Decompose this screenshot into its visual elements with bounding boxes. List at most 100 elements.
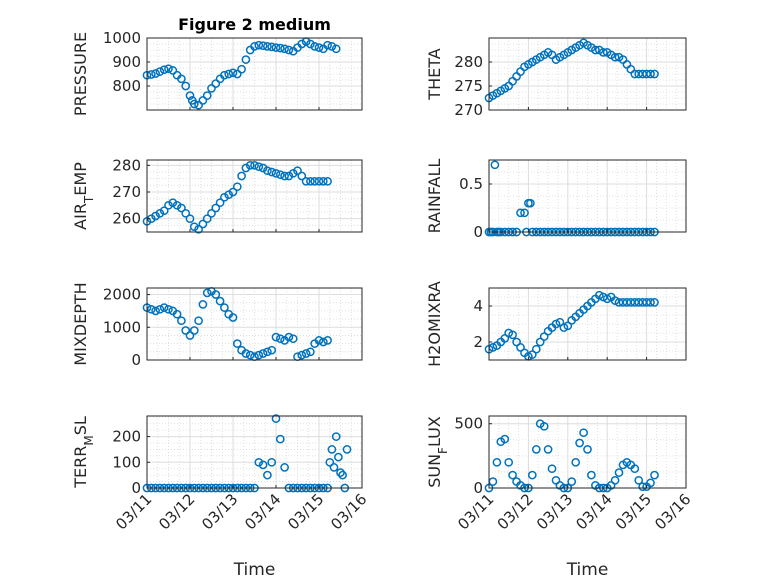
data-point [579,428,588,438]
data-point [172,200,182,210]
y-axis-label: TERRMSL [71,416,96,489]
data-point [306,347,315,357]
data-point [646,478,655,488]
data-point [263,470,272,480]
x-axis-label: Time [566,560,609,580]
data-point [245,160,255,170]
y-tick-label: 270 [454,101,483,119]
data-point [207,208,216,218]
data-point [146,70,156,79]
data-point [155,208,165,218]
data-point [327,445,337,454]
data-point [527,350,537,359]
data-point [314,43,324,52]
data-point [594,290,604,300]
data-point [587,470,596,480]
data-point [241,163,251,173]
data-point [211,203,221,213]
data-point [583,445,592,454]
data-point [228,68,238,78]
axes-box [488,287,687,361]
data-point [232,339,242,348]
data-point [224,69,234,79]
data-point [297,39,307,49]
subplot-6: 2 4 H2OMIXRA [425,281,687,367]
data-point [159,206,169,216]
data-point [323,336,332,345]
data-point [336,468,345,477]
data-point [194,100,203,110]
axes-box [488,415,687,489]
subplot-1: 800 900 1000 PRESSURE Figure 2 medium [71,15,363,116]
data-point [215,198,225,208]
data-point [650,298,659,307]
axes-box [146,287,363,361]
data-point [567,477,577,486]
data-point [211,79,221,88]
data-point [220,303,229,312]
data-point [185,214,195,224]
data-point [215,296,225,306]
data-point [254,40,264,50]
y-axis-label: H2OMIXRA [425,281,444,367]
data-point [492,457,502,467]
subplot-5: 0 1000 2000 MIXDEPTH [71,282,363,369]
data-point [258,460,268,470]
data-point [325,457,335,467]
data-point [228,313,238,322]
data-point [318,337,328,347]
y-tick-label: 1000 [103,318,141,336]
data-point [314,336,324,345]
data-point [168,66,178,75]
data-point [202,214,212,224]
data-point [250,42,259,51]
data-point [284,45,294,55]
data-point [646,298,655,307]
data-point [220,192,229,202]
data-point [323,40,332,50]
data-point [610,52,620,62]
data-point [267,42,277,52]
x-axis-label: Time [233,560,276,580]
subplot-2: 270 275 280 THETA [425,37,687,119]
data-point [267,167,277,177]
y-axis-label: SUNFLUX [425,416,450,488]
data-point [185,91,195,100]
data-point [164,200,173,210]
data-point [591,45,600,55]
data-point [306,176,315,186]
data-point [198,96,208,105]
data-point [301,176,311,186]
axes-box [146,159,363,233]
data-point [254,350,264,360]
data-point [189,326,199,335]
data-point [151,306,160,316]
axes-box [488,159,687,233]
data-point [520,208,529,218]
data-point [535,337,545,347]
data-point [198,300,208,309]
data-point [630,464,640,474]
y-tick-label: 0 [131,479,141,497]
data-point [151,69,160,78]
y-tick-label: 500 [454,415,483,433]
y-tick-label: 0.5 [459,175,483,193]
y-axis-label: MIXDEPTH [71,282,90,365]
data-point [155,304,165,314]
data-point [342,445,352,454]
data-point [310,176,320,186]
y-tick-label: 800 [112,77,141,95]
y-axis-label: RAINFALL [425,159,444,234]
data-point [237,171,246,181]
y-axis-label: THETA [425,48,444,100]
y-tick-label: 4 [473,297,483,315]
data-point [194,224,203,234]
data-point [284,332,294,342]
y-tick-label: 275 [454,77,483,95]
axes-box [146,37,363,111]
data-point [232,69,242,79]
data-point [284,171,294,181]
data-point [280,171,289,181]
data-point [202,91,212,100]
chart-title: Figure 2 medium [178,15,331,34]
